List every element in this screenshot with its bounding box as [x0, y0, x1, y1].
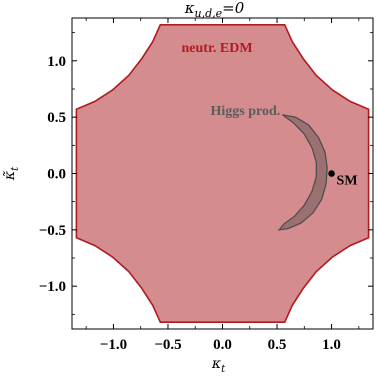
y-tick-label: 0.5	[47, 110, 66, 126]
higgs-region-label: Higgs prod.	[211, 104, 281, 119]
edm-region	[75, 23, 370, 324]
sm-point	[328, 170, 335, 177]
y-tick-label: 0.0	[47, 167, 66, 183]
y-tick-label: −0.5	[39, 223, 66, 239]
edm-region-label: neutr. EDM	[182, 41, 253, 56]
chart-title: κu,d,e=0	[184, 0, 245, 20]
y-tick-label: −1.0	[39, 279, 66, 295]
x-axis-label: κt	[211, 356, 226, 375]
y-axis-label: κ̃t	[2, 166, 21, 181]
x-tick-label: 1.0	[322, 337, 341, 353]
sm-label: SM	[337, 174, 358, 189]
x-tick-label: 0.5	[268, 337, 287, 353]
higgs-region	[277, 114, 328, 231]
x-tick-label: −0.5	[154, 337, 181, 353]
x-tick-label: 0.0	[213, 337, 232, 353]
x-tick-label: −1.0	[100, 337, 127, 353]
y-tick-label: 1.0	[47, 54, 66, 70]
